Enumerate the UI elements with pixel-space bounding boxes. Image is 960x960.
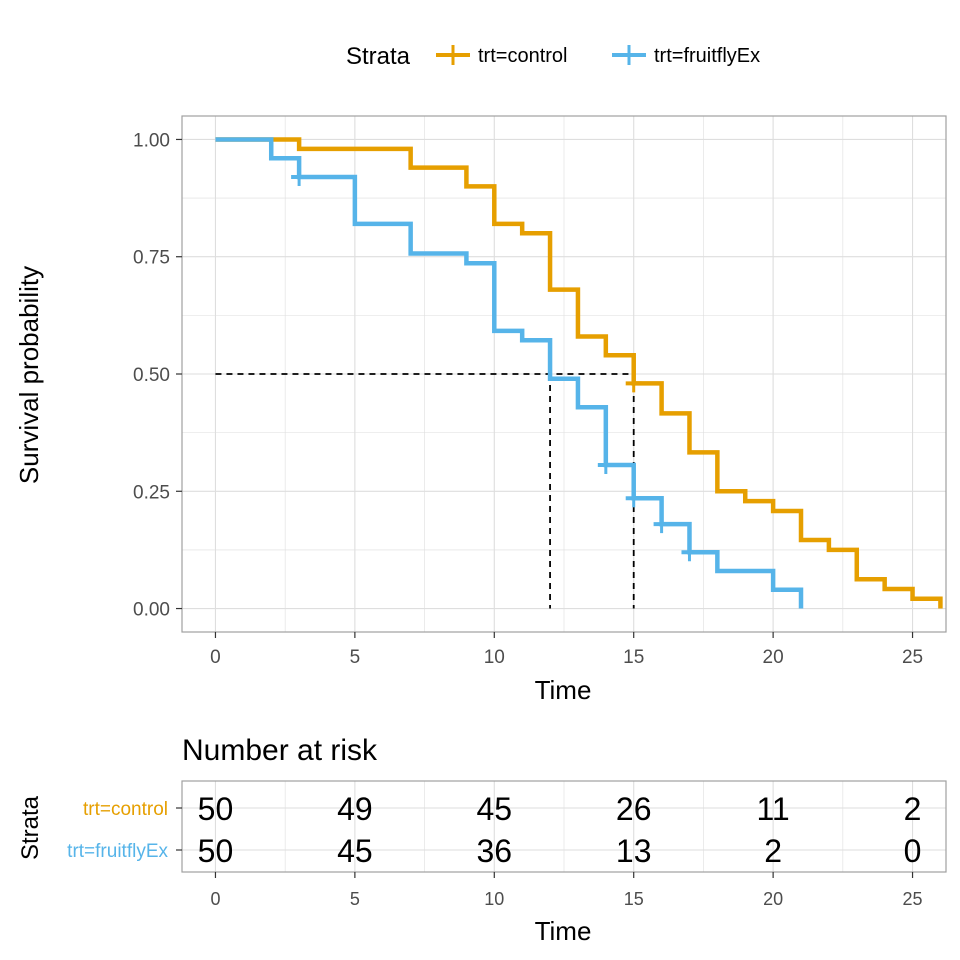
- risk-border: [181, 780, 947, 873]
- risk-cell: 0: [904, 833, 922, 869]
- survival-curve-fruitflyEx: [215, 137, 804, 609]
- risk-x-tick-label: 0: [210, 889, 220, 909]
- legend-label-fruitflyEx: trt=fruitflyEx: [654, 45, 760, 67]
- risk-x-tick-label: 25: [903, 889, 923, 909]
- y-tick-label: 0.25: [133, 482, 170, 503]
- risk-cell: 45: [337, 833, 373, 869]
- y-tick-label: 1.00: [133, 130, 170, 151]
- y-axis-title: Survival probability: [14, 266, 44, 484]
- risk-cell: 50: [198, 791, 234, 827]
- y-tick-label: 0.00: [133, 600, 170, 621]
- legend-key-fruitflyEx: [612, 45, 646, 65]
- legend-key-control: [436, 45, 470, 65]
- survival-curve-control: [215, 137, 943, 609]
- risk-table: Number at risk trt=control 50 49 45 26 11 2trt…: [17, 734, 947, 946]
- risk-grid-lines: [182, 781, 946, 872]
- risk-cell: 26: [616, 791, 652, 827]
- risk-x-tick-label: 20: [763, 889, 783, 909]
- risk-x-axis-ticks: 0 5 10 15 20 25: [210, 872, 923, 909]
- risk-cell: 36: [476, 833, 512, 869]
- median-survival-lines: [215, 373, 635, 609]
- risk-y-axis-title: Strata: [17, 795, 44, 860]
- x-tick-label: 25: [902, 647, 923, 668]
- risk-row-label: trt=control: [83, 799, 168, 820]
- risk-cell: 50: [198, 833, 234, 869]
- x-tick-label: 0: [210, 647, 221, 668]
- risk-cell: 2: [764, 833, 782, 869]
- risk-cell: 49: [337, 791, 373, 827]
- legend: Strata trt=control trt=fruitflyEx: [346, 43, 760, 70]
- x-tick-label: 15: [623, 647, 644, 668]
- x-axis-title: Time: [535, 675, 592, 705]
- legend-label-control: trt=control: [478, 45, 567, 67]
- risk-cell: 45: [476, 791, 512, 827]
- y-tick-label: 0.50: [133, 365, 170, 386]
- risk-cell: 2: [904, 791, 922, 827]
- x-tick-label: 10: [484, 647, 505, 668]
- y-axis-ticks: 0.00 0.25 0.50 0.75 1.00: [133, 130, 182, 621]
- risk-x-tick-label: 5: [350, 889, 360, 909]
- survival-plot: 0.00 0.25 0.50 0.75 1.00 0 5 10 15 20 25 Time Sur…: [14, 115, 947, 705]
- x-tick-label: 20: [763, 647, 784, 668]
- risk-x-tick-label: 10: [484, 889, 504, 909]
- legend-title: Strata: [346, 43, 411, 70]
- censor-marks: [291, 167, 698, 562]
- risk-x-axis-title: Time: [535, 916, 592, 946]
- x-axis-ticks: 0 5 10 15 20 25: [210, 632, 923, 668]
- risk-table-title: Number at risk: [182, 734, 378, 767]
- y-tick-label: 0.75: [133, 248, 170, 269]
- risk-rows: trt=control 50 49 45 26 11 2 trt=fruitflyEx 50 45…: [67, 791, 921, 869]
- risk-row-label: trt=fruitflyEx: [67, 841, 168, 862]
- risk-x-tick-label: 15: [624, 889, 644, 909]
- risk-cell: 13: [616, 833, 652, 869]
- risk-cell: 11: [757, 791, 790, 827]
- x-tick-label: 5: [350, 647, 361, 668]
- survival-curves: [215, 137, 943, 609]
